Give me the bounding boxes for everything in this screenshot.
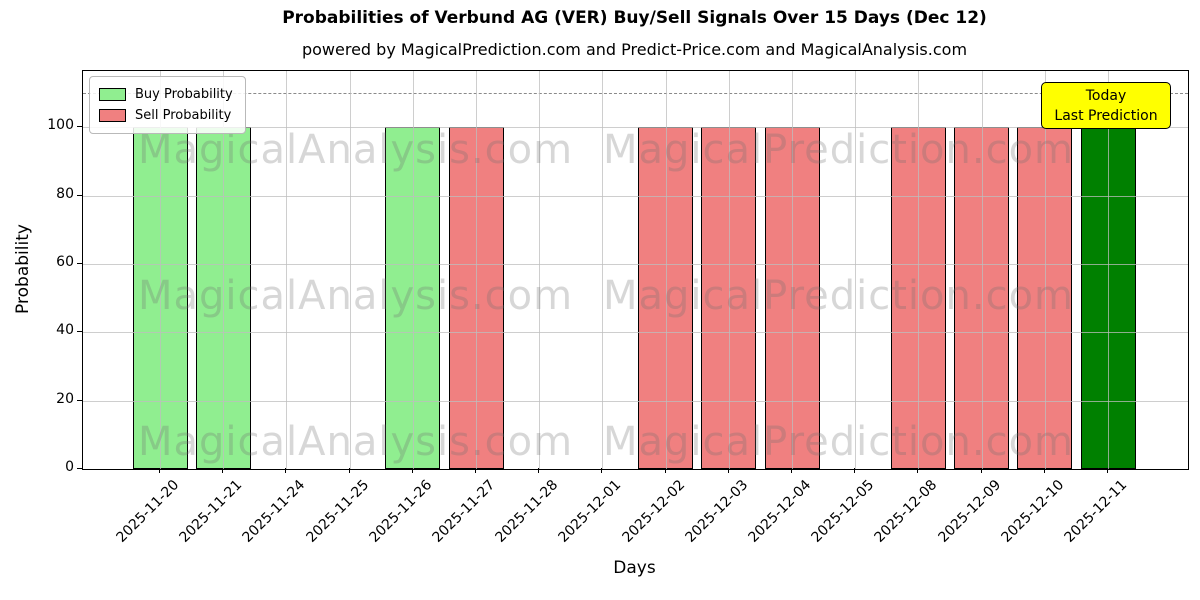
- x-tick-mark: [159, 468, 160, 473]
- gridline-vertical: [792, 71, 793, 469]
- gridline-vertical: [286, 71, 288, 469]
- y-tick-mark: [77, 399, 82, 401]
- x-tick-mark: [1043, 468, 1045, 473]
- today-annotation-box: Today Last Prediction: [1041, 82, 1171, 129]
- plot-area: Buy Probability Sell Probability Today L…: [82, 70, 1189, 470]
- gridline-vertical: [665, 71, 667, 469]
- legend-label-buy: Buy Probability: [135, 87, 233, 102]
- x-tick-mark: [980, 468, 982, 473]
- gridline-vertical: [1044, 71, 1046, 469]
- y-tick-label: 0: [65, 459, 74, 475]
- gridline-vertical: [981, 71, 983, 469]
- x-tick-mark: [222, 468, 224, 473]
- x-tick-mark: [1107, 468, 1108, 473]
- x-tick-mark: [601, 468, 603, 473]
- buy-probability-swatch: [99, 88, 126, 101]
- gridline-vertical: [728, 71, 730, 469]
- x-tick-mark: [475, 468, 476, 473]
- gridline-horizontal: [83, 332, 1188, 334]
- y-tick-label: 100: [47, 117, 74, 134]
- gridline-vertical: [160, 71, 161, 469]
- x-tick-mark: [538, 468, 540, 473]
- gridline-vertical: [223, 71, 225, 469]
- threshold-dashed-line: [83, 93, 1188, 94]
- chart-subtitle: powered by MagicalPrediction.com and Pre…: [301, 40, 968, 59]
- y-tick-mark: [77, 126, 82, 128]
- y-tick-label: 20: [56, 390, 74, 407]
- today-annotation-line2: Last Prediction: [1054, 108, 1158, 124]
- gridline-vertical: [855, 71, 857, 469]
- gridline-vertical: [918, 71, 920, 469]
- y-tick-mark: [77, 263, 82, 264]
- y-tick-mark: [77, 194, 82, 196]
- x-tick-mark: [285, 468, 287, 473]
- x-tick-mark: [348, 468, 350, 473]
- legend: Buy Probability Sell Probability: [89, 76, 246, 134]
- gridline-vertical: [349, 71, 351, 469]
- gridline-horizontal: [83, 127, 1188, 129]
- y-tick-mark: [77, 468, 82, 469]
- x-tick-mark: [411, 468, 413, 473]
- x-tick-mark: [917, 468, 919, 473]
- x-tick-mark: [791, 468, 792, 473]
- gridline-horizontal: [83, 195, 1188, 197]
- y-tick-label: 60: [56, 254, 74, 270]
- x-axis-label: Days: [613, 558, 656, 578]
- gridline-vertical: [476, 71, 477, 469]
- y-tick-label: 80: [56, 185, 74, 202]
- legend-item-sell: Sell Probability: [99, 105, 233, 126]
- gridline-vertical: [1108, 71, 1109, 469]
- legend-item-buy: Buy Probability: [99, 84, 233, 105]
- gridline-vertical: [539, 71, 541, 469]
- gridline-vertical: [412, 71, 414, 469]
- x-tick-mark: [854, 468, 856, 473]
- today-annotation-line1: Today: [1085, 88, 1127, 104]
- sell-probability-swatch: [99, 109, 126, 122]
- gridline-horizontal: [83, 264, 1188, 265]
- y-tick-mark: [77, 331, 82, 333]
- x-tick-mark: [664, 468, 666, 473]
- chart-title: Probabilities of Verbund AG (VER) Buy/Se…: [282, 8, 987, 28]
- y-tick-label: 40: [56, 322, 74, 339]
- gridline-vertical: [602, 71, 604, 469]
- gridline-horizontal: [83, 400, 1188, 402]
- x-tick-mark: [727, 468, 729, 473]
- legend-label-sell: Sell Probability: [135, 108, 232, 123]
